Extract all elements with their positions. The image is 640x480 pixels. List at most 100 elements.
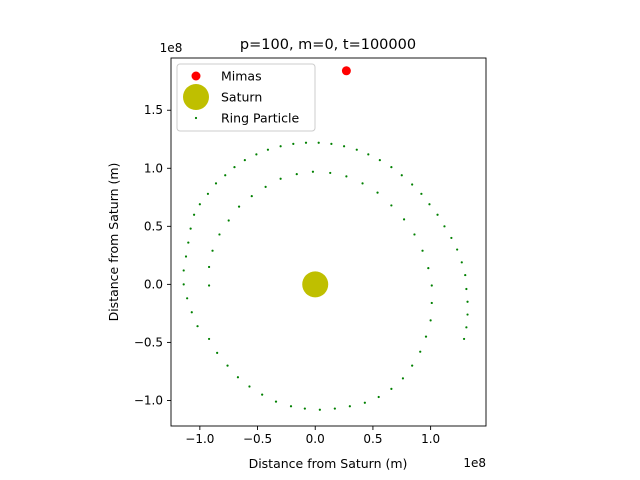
ring-particle-point <box>333 407 336 410</box>
legend-marker-mimas <box>191 71 201 81</box>
ring-particle-point <box>227 219 230 222</box>
ring-particle-point <box>224 174 227 177</box>
saturn-point <box>302 271 329 298</box>
ring-particle-point <box>411 364 414 367</box>
x-axis-label: Distance from Saturn (m) <box>249 456 408 471</box>
ring-particle-point <box>361 182 364 185</box>
ring-particle-point <box>427 267 430 270</box>
ring-particle-point <box>411 183 414 186</box>
ring-particle-point <box>182 269 185 272</box>
legend-entries: Mimas Saturn Ring Particle <box>183 69 299 126</box>
ring-particle-point <box>211 249 214 252</box>
ring-particle-point <box>400 174 403 177</box>
legend-label-saturn: Saturn <box>221 90 262 105</box>
y-tick-label: 1.0 <box>144 161 163 175</box>
ring-particle-point <box>329 171 332 175</box>
ring-particle-point <box>390 166 393 169</box>
legend-box <box>176 63 316 132</box>
ring-particle-point <box>402 218 406 221</box>
ring-particle-point <box>186 297 189 300</box>
ring-particle-point <box>216 351 219 354</box>
ring-particle-point <box>243 159 246 162</box>
ring-particle-point <box>237 205 241 208</box>
legend-marker-saturn <box>183 84 209 110</box>
ring-particle-point <box>207 265 211 269</box>
chart-title: p=100, m=0, t=100000 <box>240 37 416 53</box>
ring-particle-point <box>355 148 358 151</box>
ring-particle-point <box>456 248 459 251</box>
ring-particle-point <box>367 153 370 156</box>
ring-particle-point <box>189 227 192 230</box>
ring-particle-point <box>311 170 315 173</box>
ring-particle-point <box>303 407 306 410</box>
y-axis-label: Distance from Saturn (m) <box>106 163 121 322</box>
ring-particle-point <box>274 400 278 403</box>
ring-particle-point <box>430 284 433 287</box>
ring-particle-point <box>318 408 321 411</box>
ring-particle-point <box>248 385 251 388</box>
x-tick-label: −1.0 <box>185 432 214 446</box>
ring-particle-point <box>376 191 379 194</box>
ring-particle-point <box>206 192 210 195</box>
ring-particle-point <box>465 287 468 291</box>
ring-particle-point <box>264 185 267 188</box>
ring-particle-point <box>255 153 258 156</box>
ring-particle-point <box>207 284 211 287</box>
x-axis-offset: 1e8 <box>463 456 486 470</box>
y-tick-label: −1.0 <box>134 393 163 407</box>
ring-particle-point <box>401 377 405 380</box>
legend-label-mimas: Mimas <box>221 69 262 84</box>
ring-particle-point <box>317 141 320 144</box>
ring-particle-point <box>466 313 469 316</box>
x-tick-label: −0.5 <box>243 432 272 446</box>
ring-particle-point <box>413 233 416 236</box>
legend-label-ring-particle: Ring Particle <box>221 111 299 126</box>
ring-particle-point <box>292 142 295 146</box>
ring-particle-point <box>466 300 469 303</box>
ring-particle-point <box>226 364 229 367</box>
ring-particle-point <box>421 249 424 252</box>
ring-particle-point <box>250 195 253 198</box>
mimas-point <box>341 66 351 76</box>
ring-particle-point <box>363 401 366 404</box>
ring-particle-point <box>295 172 298 176</box>
y-axis-ticks: −1.0 −0.5 0.0 0.5 1.0 1.5 <box>134 103 171 407</box>
ring-particle-point <box>390 387 393 390</box>
ring-particle-point <box>233 166 236 169</box>
ring-particle-point <box>236 376 240 379</box>
ring-particle-point <box>424 335 428 338</box>
ring-particle-point <box>196 325 199 328</box>
ring-particle-point <box>192 213 196 216</box>
ring-particle-point <box>428 203 431 206</box>
ring-particle-point <box>266 148 270 151</box>
x-tick-label: 0.0 <box>306 432 325 446</box>
ring-particle-point <box>450 236 453 240</box>
ring-particle-point <box>182 283 185 286</box>
y-tick-label: 0.5 <box>144 219 163 233</box>
y-tick-label: −0.5 <box>134 335 163 349</box>
ring-particle-point <box>348 405 351 408</box>
x-tick-label: 1.0 <box>421 432 440 446</box>
ring-particle-point <box>190 311 193 314</box>
y-tick-label: 0.0 <box>144 277 163 291</box>
ring-particle-point <box>214 182 218 185</box>
ring-particle-point <box>460 261 463 264</box>
ring-particle-point <box>345 175 348 178</box>
ring-particle-point <box>289 405 293 408</box>
ring-particle-point <box>436 213 439 216</box>
legend-marker-ring-particle <box>194 116 198 120</box>
ring-particle-point <box>261 393 264 396</box>
y-axis-offset: 1e8 <box>160 41 183 55</box>
ring-particle-point <box>342 145 346 148</box>
data-points <box>182 66 469 411</box>
ring-particle-point <box>378 159 381 162</box>
ring-particle-point <box>279 177 282 180</box>
x-tick-label: 0.5 <box>363 432 382 446</box>
ring-particle-point <box>390 204 393 207</box>
ring-particle-point <box>207 337 211 341</box>
legend: Mimas Saturn Ring Particle <box>176 63 316 132</box>
ring-particle-point <box>462 337 466 341</box>
ring-particle-point <box>429 319 432 322</box>
ring-particle-point <box>464 273 467 277</box>
